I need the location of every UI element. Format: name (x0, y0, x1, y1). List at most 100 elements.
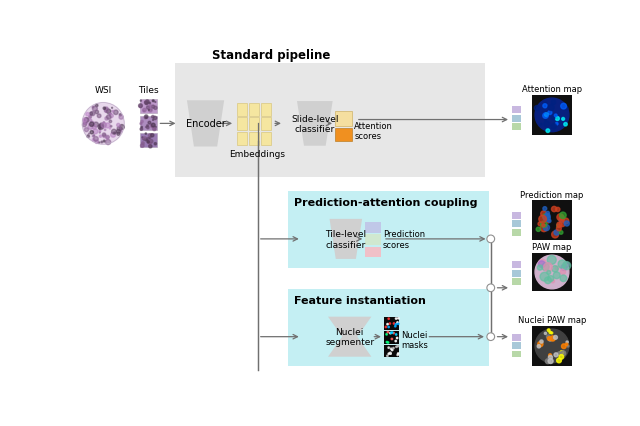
Circle shape (148, 109, 152, 113)
Circle shape (120, 125, 124, 130)
Circle shape (538, 261, 545, 268)
Circle shape (563, 219, 569, 225)
Circle shape (110, 126, 112, 128)
Circle shape (98, 125, 104, 130)
Polygon shape (330, 219, 362, 259)
Circle shape (397, 353, 399, 354)
Circle shape (539, 216, 547, 223)
Circle shape (148, 146, 151, 147)
Circle shape (155, 102, 156, 103)
Polygon shape (187, 101, 224, 147)
Circle shape (395, 326, 396, 327)
Circle shape (539, 260, 547, 268)
Circle shape (564, 222, 570, 227)
Bar (384, 345, 399, 358)
Circle shape (141, 144, 144, 148)
Text: Nuclei
masks: Nuclei masks (402, 330, 429, 350)
Circle shape (388, 347, 389, 348)
Circle shape (149, 106, 152, 108)
Circle shape (547, 329, 550, 332)
Circle shape (147, 141, 149, 144)
Circle shape (106, 140, 111, 145)
Circle shape (561, 265, 567, 271)
Circle shape (154, 143, 157, 146)
Circle shape (101, 142, 102, 144)
Circle shape (392, 349, 393, 351)
Bar (513, 221, 521, 228)
Text: Tiles: Tiles (138, 86, 159, 95)
Circle shape (106, 115, 111, 120)
Circle shape (392, 332, 393, 334)
Circle shape (396, 318, 397, 320)
Circle shape (141, 127, 143, 128)
Circle shape (93, 123, 99, 128)
Circle shape (540, 225, 547, 232)
Circle shape (565, 108, 568, 111)
Circle shape (547, 335, 550, 339)
Bar (513, 124, 521, 131)
Bar (237, 104, 248, 116)
Circle shape (559, 218, 564, 223)
Circle shape (554, 115, 557, 118)
Circle shape (148, 122, 151, 125)
Circle shape (538, 342, 543, 347)
Circle shape (154, 107, 157, 110)
Text: Prediction map: Prediction map (520, 190, 584, 199)
Circle shape (143, 138, 145, 141)
Circle shape (119, 129, 122, 131)
Circle shape (89, 116, 92, 119)
Circle shape (95, 105, 98, 107)
Circle shape (396, 334, 397, 335)
Circle shape (390, 352, 391, 354)
Circle shape (92, 107, 94, 109)
Circle shape (154, 129, 156, 131)
Circle shape (106, 136, 109, 139)
Text: Attention
scores: Attention scores (355, 121, 393, 141)
Bar (513, 107, 521, 114)
Circle shape (390, 332, 392, 334)
Circle shape (100, 126, 102, 129)
Circle shape (111, 108, 113, 109)
Circle shape (560, 270, 566, 275)
Circle shape (561, 351, 566, 356)
Circle shape (564, 123, 567, 127)
Circle shape (548, 337, 552, 341)
Circle shape (109, 121, 111, 123)
Bar (237, 132, 248, 146)
Circle shape (547, 256, 556, 265)
Text: Prediction-attention coupling: Prediction-attention coupling (294, 198, 477, 208)
Circle shape (113, 111, 118, 115)
Circle shape (552, 207, 557, 212)
Circle shape (146, 127, 147, 128)
Circle shape (543, 207, 547, 211)
Circle shape (395, 324, 397, 325)
Circle shape (139, 104, 142, 108)
Circle shape (535, 204, 569, 238)
Bar (532, 96, 572, 135)
Circle shape (536, 227, 540, 232)
Circle shape (90, 113, 93, 116)
Circle shape (145, 115, 148, 119)
Circle shape (541, 264, 549, 271)
Circle shape (556, 208, 560, 212)
Circle shape (553, 272, 560, 279)
Bar (260, 132, 271, 146)
Bar (513, 262, 521, 268)
Bar (140, 100, 157, 114)
Circle shape (388, 318, 389, 320)
Circle shape (390, 353, 391, 354)
Circle shape (140, 129, 143, 131)
Circle shape (537, 345, 541, 348)
Circle shape (99, 128, 100, 130)
Bar (384, 318, 399, 330)
Bar (335, 129, 352, 142)
Circle shape (387, 324, 388, 325)
Circle shape (141, 142, 144, 145)
Circle shape (387, 342, 388, 343)
Bar (237, 118, 248, 131)
Bar (532, 253, 572, 291)
Circle shape (93, 130, 98, 135)
Circle shape (545, 120, 547, 121)
Circle shape (557, 214, 564, 221)
Circle shape (397, 345, 399, 347)
